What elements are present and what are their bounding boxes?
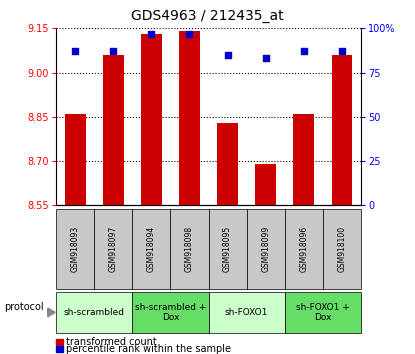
Text: GDS4963 / 212435_at: GDS4963 / 212435_at xyxy=(131,9,284,23)
Text: GSM918095: GSM918095 xyxy=(223,225,232,272)
Bar xyxy=(255,164,276,205)
Bar xyxy=(293,114,314,205)
Text: sh-FOXO1 +
Dox: sh-FOXO1 + Dox xyxy=(296,303,350,322)
Bar xyxy=(103,55,124,205)
Point xyxy=(300,48,307,54)
Bar xyxy=(217,123,238,205)
Text: GSM918093: GSM918093 xyxy=(71,225,80,272)
Text: transformed count: transformed count xyxy=(66,337,157,347)
Text: percentile rank within the sample: percentile rank within the sample xyxy=(66,344,232,354)
Text: sh-FOXO1: sh-FOXO1 xyxy=(225,308,269,317)
Point xyxy=(186,31,193,36)
Text: GSM918094: GSM918094 xyxy=(147,225,156,272)
Bar xyxy=(141,34,162,205)
Text: sh-scrambled +
Dox: sh-scrambled + Dox xyxy=(135,303,206,322)
Text: sh-scrambled: sh-scrambled xyxy=(63,308,124,317)
Point xyxy=(339,48,345,54)
Point xyxy=(148,31,155,36)
Point xyxy=(110,48,117,54)
Text: GSM918098: GSM918098 xyxy=(185,225,194,272)
Point xyxy=(262,56,269,61)
Bar xyxy=(179,31,200,205)
Text: GSM918100: GSM918100 xyxy=(337,225,347,272)
Bar xyxy=(65,114,85,205)
Bar xyxy=(332,55,352,205)
Point xyxy=(224,52,231,58)
Text: protocol: protocol xyxy=(4,302,44,312)
Text: GSM918099: GSM918099 xyxy=(261,225,270,272)
Text: GSM918097: GSM918097 xyxy=(109,225,118,272)
Text: GSM918096: GSM918096 xyxy=(299,225,308,272)
Point xyxy=(72,48,78,54)
